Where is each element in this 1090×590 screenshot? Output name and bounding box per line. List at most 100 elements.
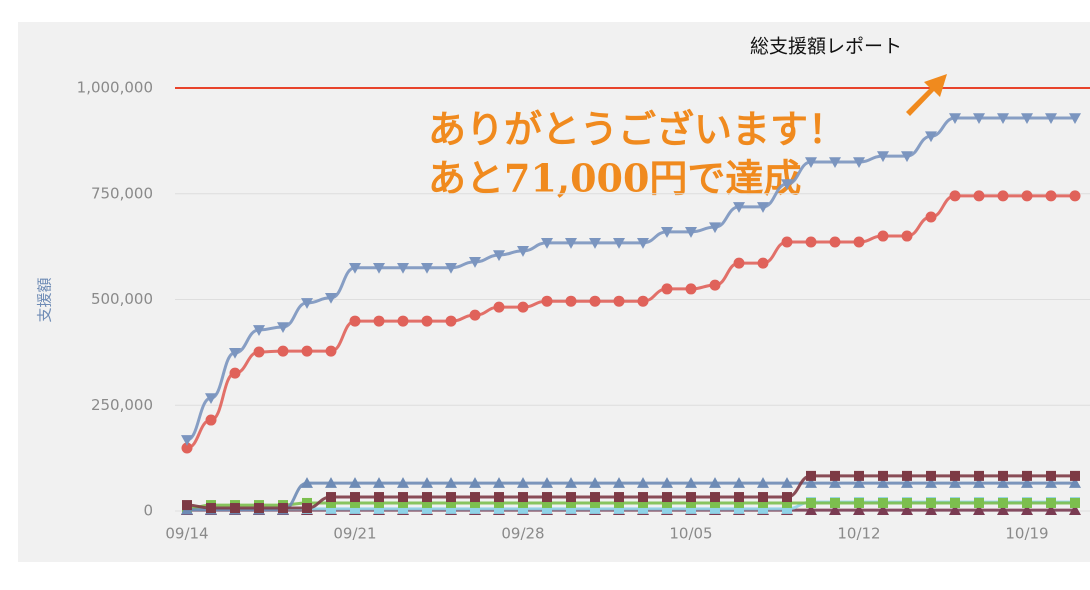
marker — [397, 262, 409, 274]
marker — [494, 497, 504, 508]
marker — [301, 477, 313, 488]
marker — [998, 497, 1008, 508]
x-tick-label: 10/05 — [669, 525, 712, 543]
marker — [518, 492, 528, 503]
y-tick-label: 250,000 — [91, 396, 153, 414]
marker — [1070, 470, 1080, 481]
marker — [374, 503, 384, 514]
chart-title: 総支援額レポート — [750, 36, 902, 58]
marker — [542, 503, 552, 514]
marker — [1022, 497, 1032, 508]
marker — [661, 477, 673, 488]
marker — [805, 504, 817, 515]
marker — [493, 477, 505, 488]
marker — [926, 470, 936, 481]
annotation: ありがとうございます！ — [428, 107, 846, 152]
marker — [997, 477, 1009, 488]
marker — [997, 504, 1009, 515]
marker — [493, 250, 505, 262]
marker — [709, 279, 721, 291]
marker — [446, 503, 456, 514]
marker — [806, 497, 816, 508]
marker — [614, 503, 624, 514]
marker — [685, 477, 697, 488]
marker — [853, 477, 865, 488]
marker — [421, 315, 433, 327]
marker — [422, 492, 432, 503]
marker — [901, 477, 913, 488]
marker — [686, 503, 696, 514]
marker — [758, 497, 768, 508]
marker — [1045, 113, 1057, 125]
marker — [782, 492, 792, 503]
marker — [853, 504, 865, 515]
marker — [805, 236, 817, 248]
marker — [1069, 190, 1081, 202]
marker — [781, 477, 793, 488]
marker — [637, 477, 649, 488]
marker — [878, 497, 888, 508]
marker — [1022, 470, 1032, 481]
marker — [326, 503, 336, 514]
marker — [566, 503, 576, 514]
marker — [542, 492, 552, 503]
marker — [829, 236, 841, 248]
marker — [590, 497, 600, 508]
marker — [1046, 470, 1056, 481]
marker — [566, 497, 576, 508]
marker — [373, 477, 385, 488]
marker — [877, 230, 889, 242]
marker — [349, 262, 361, 274]
marker — [350, 492, 360, 503]
marker — [181, 435, 193, 446]
x-tick-label: 09/28 — [501, 525, 544, 543]
marker — [805, 477, 817, 488]
marker — [565, 477, 577, 488]
marker — [206, 503, 216, 514]
marker — [1045, 477, 1057, 488]
marker — [901, 504, 913, 515]
marker — [661, 227, 673, 238]
marker — [613, 477, 625, 488]
marker — [998, 470, 1008, 481]
marker — [590, 503, 600, 514]
marker — [229, 367, 241, 379]
marker — [829, 504, 841, 515]
marker — [350, 503, 360, 514]
marker — [253, 346, 265, 358]
y-tick-label: 500,000 — [91, 290, 153, 308]
marker — [1045, 504, 1057, 515]
marker — [469, 309, 481, 321]
marker — [902, 470, 912, 481]
marker — [470, 492, 480, 503]
marker — [853, 157, 865, 169]
marker — [614, 492, 624, 503]
marker — [757, 477, 769, 488]
marker — [925, 477, 937, 488]
marker — [205, 414, 217, 426]
marker — [494, 492, 504, 503]
marker — [301, 298, 313, 309]
marker — [950, 470, 960, 481]
marker — [974, 497, 984, 508]
marker — [1046, 497, 1056, 508]
marker — [758, 492, 768, 503]
marker — [781, 236, 793, 248]
marker — [517, 301, 529, 313]
marker — [518, 503, 528, 514]
marker — [1045, 190, 1057, 202]
marker — [1021, 504, 1033, 515]
marker — [541, 295, 553, 307]
annotation: あと71,000円で達成 — [428, 156, 801, 201]
x-tick-label: 10/12 — [837, 525, 880, 543]
marker — [1069, 504, 1081, 515]
marker — [973, 113, 985, 125]
marker — [709, 477, 721, 488]
marker — [733, 257, 745, 269]
marker — [757, 257, 769, 269]
marker — [278, 503, 288, 514]
marker — [326, 492, 336, 503]
marker — [253, 325, 265, 336]
marker — [446, 497, 456, 508]
marker — [926, 497, 936, 508]
